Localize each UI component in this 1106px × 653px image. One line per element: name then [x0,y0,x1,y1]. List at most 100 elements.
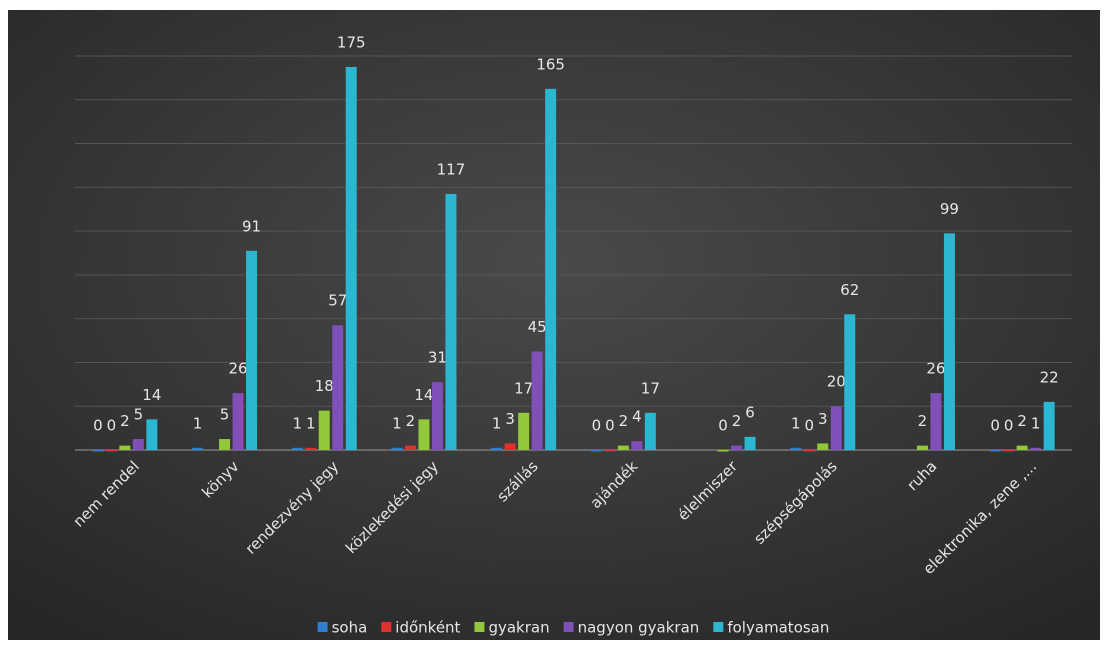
bar [305,447,317,450]
bar [431,382,443,450]
bar [345,66,357,450]
bar [491,447,503,450]
bar [790,447,802,450]
value-label: 0 [592,417,602,435]
value-label: 0 [107,417,117,435]
value-label: 1 [1031,414,1041,432]
bar [731,445,743,450]
value-label: 91 [242,217,261,235]
value-label: 175 [337,33,366,51]
value-label: 1 [193,414,203,432]
value-label: 1 [492,414,502,432]
value-label: 0 [990,417,1000,435]
bar [219,439,231,450]
value-label: 20 [827,373,846,391]
value-label: 62 [840,281,859,299]
bar [617,445,629,450]
value-label: 1 [791,414,801,432]
legend-swatch [474,622,485,632]
value-label: 17 [641,379,660,397]
bar [1003,450,1015,452]
bar [817,443,829,450]
bar [531,351,543,450]
bar [604,450,616,452]
value-label: 0 [1004,417,1014,435]
bar [146,419,158,450]
value-label: 117 [437,160,466,178]
bar [545,88,557,450]
value-label: 0 [804,417,814,435]
value-label: 165 [536,55,565,73]
bar [291,447,303,450]
bar [943,233,955,450]
bar [391,447,403,450]
bar [192,447,204,450]
legend-label: időnként [395,619,460,637]
value-label: 4 [632,408,642,426]
value-label: 26 [229,360,248,378]
bar [418,419,430,450]
bar [445,193,457,450]
bar [644,412,656,450]
legend-label: nagyon gyakran [578,619,700,637]
value-label: 1 [292,414,302,432]
value-label: 3 [818,410,828,428]
bar [916,445,928,450]
value-label: 2 [406,412,416,430]
value-label: 22 [1040,368,1059,386]
legend-swatch [381,622,392,632]
bar [318,410,330,450]
value-label: 2 [732,412,742,430]
value-label: 6 [745,403,755,421]
bar [232,393,244,450]
value-label: 5 [134,406,144,424]
bar [830,406,842,450]
legend-swatch [563,622,574,632]
legend-label: gyakran [488,619,549,637]
value-label: 45 [528,318,547,336]
bar [1030,447,1042,450]
bar [989,450,1001,452]
bar [631,441,643,450]
value-label: 3 [505,410,515,428]
bar [92,450,104,452]
bar [803,450,815,452]
value-label: 0 [605,417,615,435]
value-label: 2 [918,412,928,430]
bar [246,250,258,450]
value-label: 99 [940,200,959,218]
legend-label: folyamatosan [727,619,829,637]
value-label: 18 [315,377,334,395]
value-label: 14 [142,386,161,404]
bar [1016,445,1028,450]
bar [332,325,344,450]
bar [132,439,144,450]
value-label: 0 [718,417,728,435]
value-label: 57 [328,292,347,310]
value-label: 1 [392,414,402,432]
value-label: 0 [93,417,103,435]
bar [105,450,117,452]
value-label: 31 [428,349,447,367]
value-label: 2 [619,412,629,430]
bar [518,412,530,450]
bar [1043,401,1055,450]
value-label: 1 [306,414,316,432]
bar [504,443,516,450]
value-label: 17 [514,379,533,397]
legend-swatch [713,622,724,632]
bar [930,393,942,450]
value-label: 14 [414,386,433,404]
value-label: 26 [926,360,945,378]
value-label: 2 [120,412,130,430]
value-label: 2 [1017,412,1027,430]
bar [590,450,602,452]
legend-swatch [317,622,328,632]
legend-label: soha [332,619,368,637]
bar [844,314,856,450]
bar [119,445,131,450]
bar [744,436,756,450]
value-label: 5 [220,406,230,424]
